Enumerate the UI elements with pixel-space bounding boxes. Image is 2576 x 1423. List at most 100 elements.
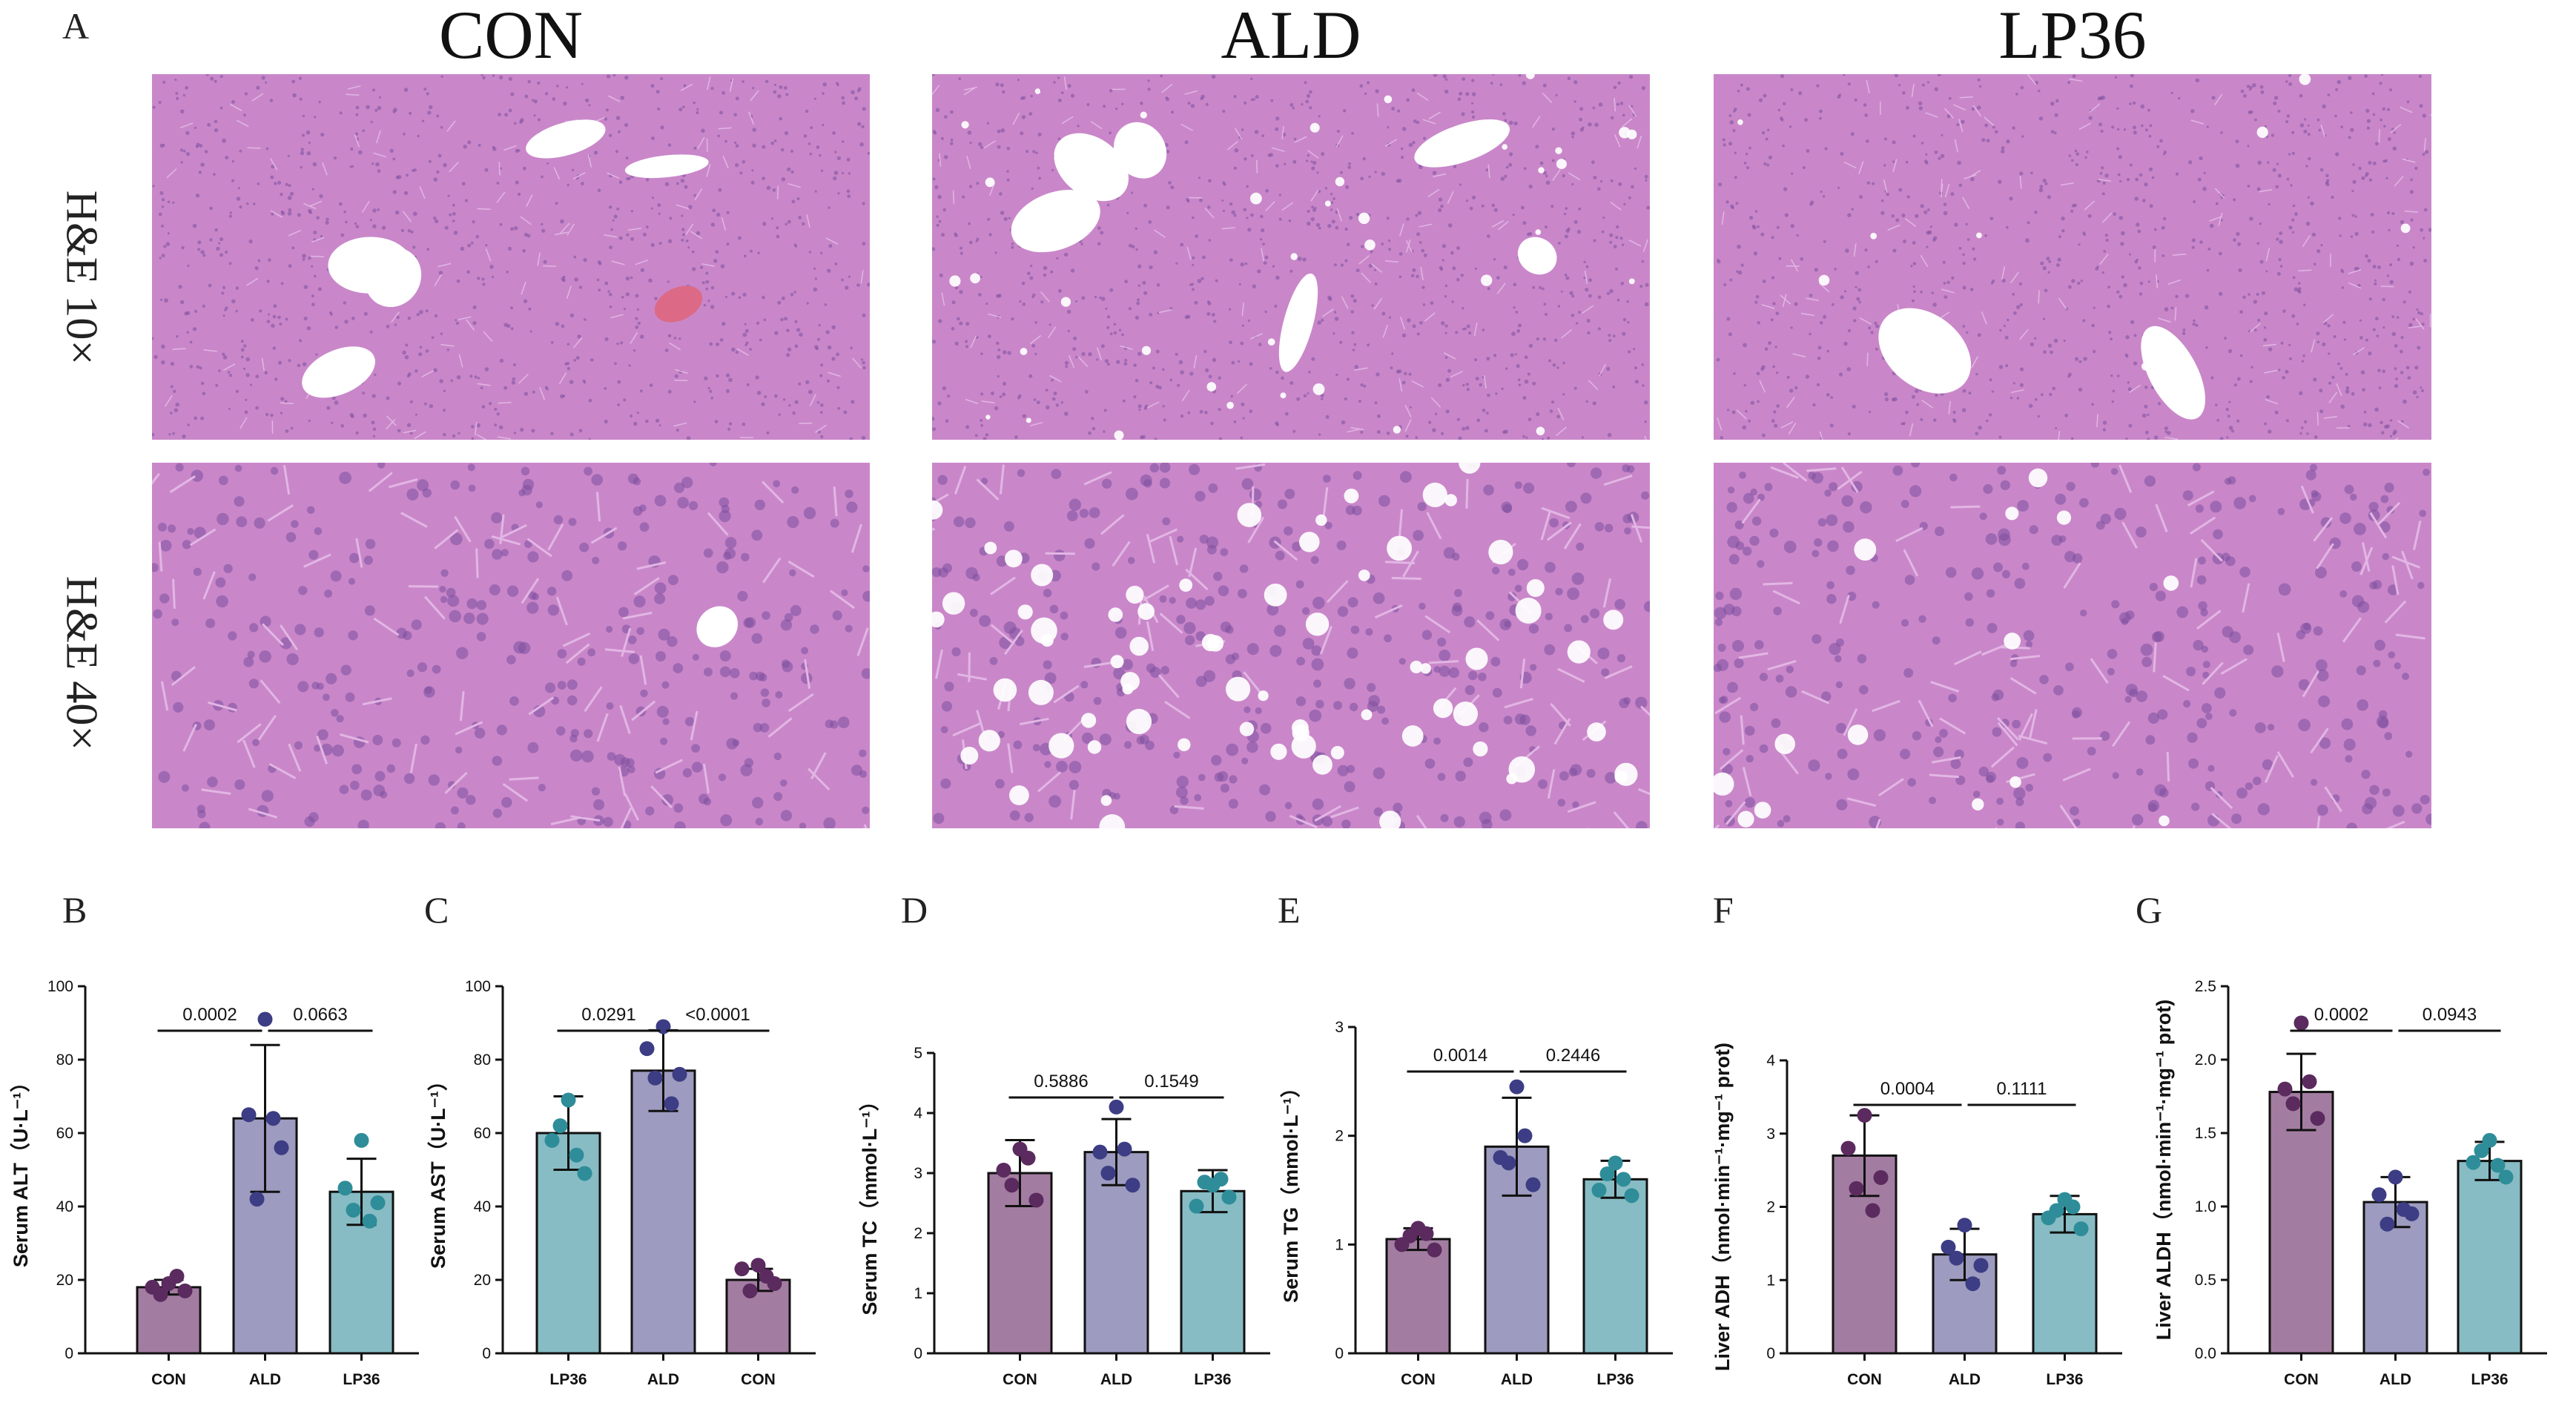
- data-point: [2311, 1111, 2325, 1126]
- lipid-droplet: [985, 415, 990, 419]
- x-tick-label: ALD: [1949, 1371, 1981, 1388]
- y-tick-label: 1: [1766, 1272, 1775, 1289]
- data-point: [178, 1284, 193, 1298]
- x-tick-label: ALD: [1100, 1371, 1132, 1388]
- micrograph-ald-10x: [932, 74, 1650, 440]
- lipid-droplet: [1250, 193, 1262, 205]
- data-point: [1126, 1178, 1140, 1192]
- data-point: [363, 1214, 377, 1229]
- data-point: [2294, 1016, 2309, 1031]
- data-point: [759, 1269, 774, 1284]
- lipid-droplet: [2257, 127, 2268, 138]
- x-tick-label: CON: [2284, 1371, 2319, 1388]
- lipid-droplet: [1344, 489, 1359, 504]
- data-point: [1109, 1100, 1124, 1115]
- lipid-droplet: [1026, 417, 1031, 423]
- data-point: [1189, 1199, 1204, 1214]
- data-point: [2388, 1169, 2403, 1184]
- bar-ald: [632, 1071, 695, 1353]
- data-point: [561, 1092, 576, 1107]
- lipid-droplet: [1226, 402, 1234, 409]
- lipid-droplet: [1142, 346, 1151, 355]
- p-value-label: 0.0004: [1880, 1079, 1935, 1099]
- data-point: [266, 1111, 281, 1126]
- bar-lp36: [2033, 1214, 2096, 1353]
- lipid-droplet: [1754, 802, 1771, 819]
- data-point: [1427, 1243, 1442, 1258]
- y-tick-label: 2.0: [2195, 1051, 2216, 1069]
- lipid-droplet: [1226, 677, 1250, 701]
- lipid-droplet: [1972, 799, 1984, 810]
- lipid-droplet: [1281, 392, 1287, 398]
- y-tick-label: 0: [914, 1345, 922, 1362]
- lipid-droplet: [1126, 586, 1143, 604]
- data-point: [735, 1261, 750, 1276]
- lipid-droplet: [1538, 167, 1544, 173]
- y-tick-label: 60: [474, 1125, 491, 1142]
- lipid-droplet: [1453, 701, 1478, 726]
- x-tick-label: ALD: [1501, 1371, 1533, 1388]
- data-point: [743, 1284, 758, 1298]
- bar-lp36: [2458, 1161, 2521, 1353]
- data-point: [1592, 1183, 1607, 1198]
- data-point: [1117, 1142, 1132, 1157]
- lipid-droplet: [1870, 233, 1877, 240]
- micrograph-lp36-10x-svg: [1714, 74, 2431, 440]
- p-value-label: 0.1111: [1996, 1079, 2047, 1099]
- bar-lp36: [1181, 1191, 1244, 1353]
- bar-con: [1387, 1239, 1450, 1353]
- x-tick-label: CON: [741, 1371, 776, 1388]
- data-point: [1502, 1155, 1516, 1170]
- y-tick-label: 1: [914, 1285, 922, 1302]
- lipid-droplet: [1615, 771, 1628, 784]
- data-point: [2278, 1082, 2293, 1097]
- lipid-droplet: [1384, 96, 1393, 104]
- p-value-label: 0.0002: [2314, 1005, 2368, 1025]
- lipid-droplet: [2159, 816, 2170, 827]
- data-point: [664, 1096, 679, 1111]
- lipid-droplet: [1126, 709, 1152, 734]
- x-tick-label: ALD: [249, 1371, 281, 1388]
- data-point: [153, 1287, 168, 1302]
- p-value-label: <0.0001: [685, 1005, 750, 1025]
- y-tick-label: 3: [914, 1165, 922, 1182]
- lipid-droplet: [1313, 383, 1325, 395]
- lipid-droplet: [1629, 279, 1635, 285]
- lipid-droplet: [1444, 494, 1457, 506]
- y-axis-label: Serum TG（mmol·L⁻¹）: [1280, 1077, 1302, 1303]
- data-point: [1005, 1178, 1020, 1192]
- lipid-droplet: [1488, 540, 1513, 564]
- y-tick-label: 0.0: [2195, 1345, 2216, 1362]
- y-tick-label: 0.5: [2195, 1272, 2216, 1289]
- bar-lp36: [1584, 1179, 1647, 1353]
- lipid-droplet: [1509, 756, 1536, 783]
- lipid-droplet: [1268, 338, 1275, 346]
- lipid-droplet: [1041, 634, 1054, 647]
- data-point: [553, 1118, 568, 1133]
- panel-a-letter: A: [62, 4, 89, 47]
- x-tick-label: CON: [1003, 1371, 1037, 1388]
- lipid-droplet: [1120, 672, 1140, 691]
- data-point: [648, 1071, 663, 1086]
- lipid-droplet: [1020, 348, 1028, 355]
- data-point: [2286, 1096, 2301, 1111]
- x-tick-label: LP36: [1596, 1371, 1634, 1388]
- data-point: [1029, 1192, 1044, 1207]
- y-axis-label: Liver ALDH（nmol·min⁻¹·mg⁻¹ prot): [2153, 1000, 2175, 1340]
- lipid-droplet: [1114, 431, 1124, 440]
- lipid-droplet: [1527, 579, 1545, 597]
- p-value-label: 0.0663: [293, 1005, 347, 1025]
- lipid-droplet: [1819, 275, 1830, 286]
- lipid-droplet: [1061, 297, 1071, 307]
- lipid-droplet: [1387, 536, 1412, 561]
- lipid-droplet: [1238, 503, 1262, 527]
- data-point: [1625, 1188, 1639, 1203]
- p-value-label: 0.1549: [1144, 1072, 1198, 1092]
- bar-con: [137, 1287, 200, 1353]
- data-point: [1866, 1203, 1880, 1218]
- panel-e-letter: E: [1278, 888, 1301, 931]
- data-point: [545, 1133, 560, 1148]
